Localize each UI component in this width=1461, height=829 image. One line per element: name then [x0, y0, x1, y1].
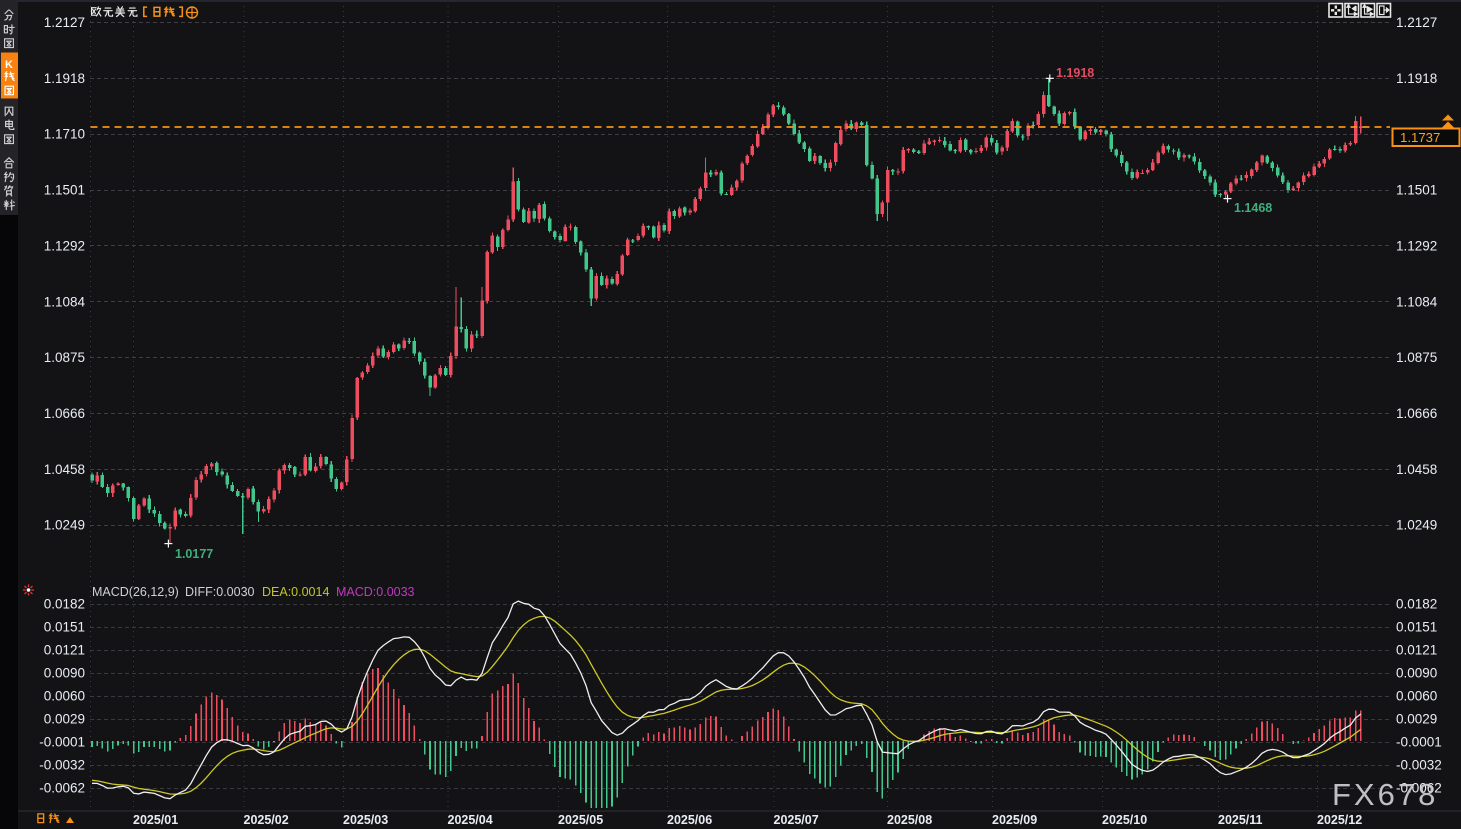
svg-text:K: K	[5, 59, 13, 71]
svg-text:2025/06: 2025/06	[667, 813, 712, 827]
svg-text:2025/03: 2025/03	[343, 813, 388, 827]
svg-text:FX678: FX678	[1332, 777, 1438, 812]
svg-text:2025/05: 2025/05	[558, 813, 603, 827]
svg-text:1.1710: 1.1710	[44, 127, 85, 142]
svg-text:0.0182: 0.0182	[1396, 597, 1437, 612]
svg-text:2025/08: 2025/08	[887, 813, 932, 827]
svg-text:1.2127: 1.2127	[44, 15, 85, 30]
svg-text:1.1292: 1.1292	[44, 238, 85, 253]
svg-text:-0.0032: -0.0032	[39, 758, 85, 773]
svg-text:2025/01: 2025/01	[133, 813, 178, 827]
svg-text:0.0121: 0.0121	[44, 643, 85, 658]
svg-text:1.1918: 1.1918	[44, 71, 85, 86]
svg-text:1.0249: 1.0249	[1396, 518, 1437, 533]
svg-text:DEA:0.0014: DEA:0.0014	[262, 585, 329, 599]
svg-text:0.0029: 0.0029	[1396, 712, 1437, 727]
svg-text:-0.0062: -0.0062	[39, 781, 85, 796]
svg-text:1.2127: 1.2127	[1396, 15, 1437, 30]
svg-text:1.0249: 1.0249	[44, 518, 85, 533]
svg-text:1.1918: 1.1918	[1056, 66, 1094, 80]
svg-text:0.0151: 0.0151	[44, 620, 85, 635]
svg-text:1.0875: 1.0875	[1396, 350, 1437, 365]
svg-text:0.0090: 0.0090	[1396, 666, 1437, 681]
svg-text:0.0060: 0.0060	[44, 689, 85, 704]
svg-text:1.1084: 1.1084	[1396, 294, 1438, 309]
svg-text:1.0666: 1.0666	[44, 406, 85, 421]
svg-text:MACD(26,12,9): MACD(26,12,9)	[92, 585, 179, 599]
svg-text:2025/02: 2025/02	[244, 813, 289, 827]
svg-text:-0.0001: -0.0001	[1396, 735, 1442, 750]
svg-text:1.1468: 1.1468	[1234, 201, 1272, 215]
svg-text:-0.0001: -0.0001	[39, 735, 85, 750]
svg-text:0.0151: 0.0151	[1396, 620, 1437, 635]
svg-text:1.0875: 1.0875	[44, 350, 85, 365]
svg-text:1.1501: 1.1501	[44, 183, 85, 198]
svg-text:1.0458: 1.0458	[1396, 462, 1437, 477]
svg-text:1.1501: 1.1501	[1396, 183, 1437, 198]
svg-text:2025/12: 2025/12	[1317, 813, 1362, 827]
svg-text:1.1737: 1.1737	[1400, 130, 1440, 145]
svg-text:DIFF:0.0030: DIFF:0.0030	[185, 585, 255, 599]
svg-text:1.0177: 1.0177	[175, 547, 213, 561]
svg-text:-0.0062: -0.0062	[1396, 781, 1442, 796]
svg-text:2025/10: 2025/10	[1102, 813, 1147, 827]
svg-text:0.0060: 0.0060	[1396, 689, 1437, 704]
svg-text:2025/11: 2025/11	[1218, 813, 1263, 827]
svg-text:2025/07: 2025/07	[774, 813, 819, 827]
svg-text:0.0090: 0.0090	[44, 666, 85, 681]
svg-text:-0.0032: -0.0032	[1396, 758, 1442, 773]
svg-text:1.1084: 1.1084	[44, 294, 86, 309]
svg-text:0.0182: 0.0182	[44, 597, 85, 612]
svg-text:1.0666: 1.0666	[1396, 406, 1437, 421]
svg-text:2025/09: 2025/09	[992, 813, 1037, 827]
svg-text:MACD:0.0033: MACD:0.0033	[336, 585, 415, 599]
svg-text:2025/04: 2025/04	[448, 813, 493, 827]
svg-text:0.0121: 0.0121	[1396, 643, 1437, 658]
svg-text:1.1918: 1.1918	[1396, 71, 1437, 86]
svg-text:1.0458: 1.0458	[44, 462, 85, 477]
svg-text:1.1292: 1.1292	[1396, 238, 1437, 253]
svg-text:0.0029: 0.0029	[44, 712, 85, 727]
